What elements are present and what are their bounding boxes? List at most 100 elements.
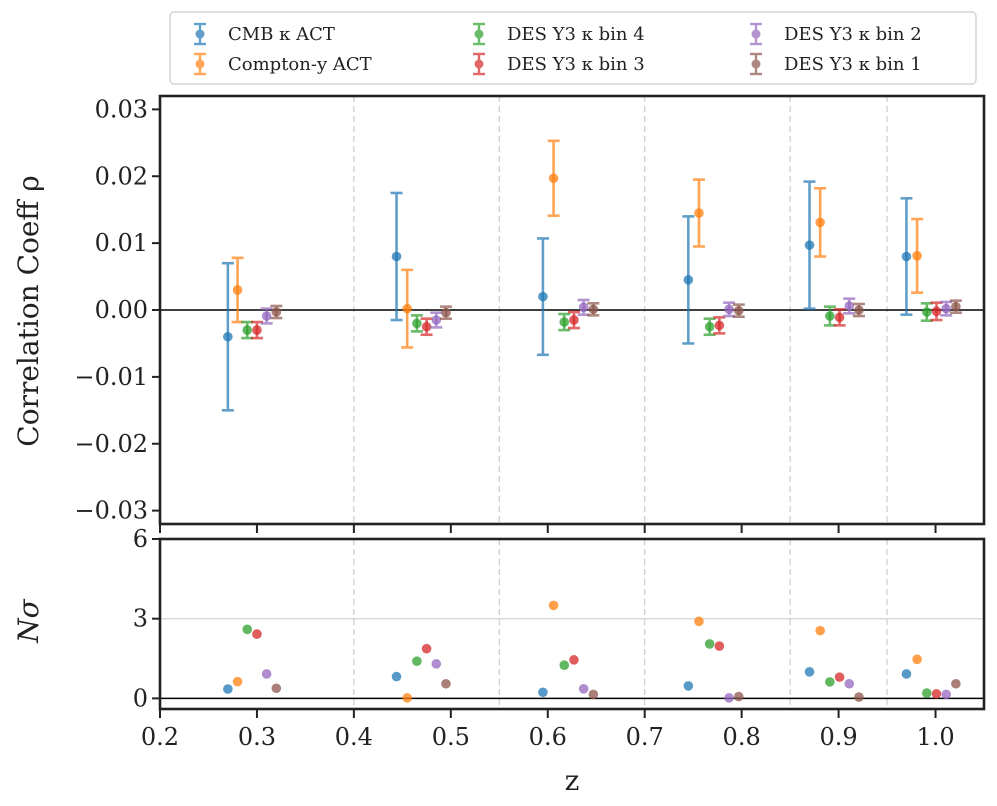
x-tick-label: 0.8 <box>723 723 761 751</box>
legend-dot <box>751 59 761 69</box>
nsigma-point <box>559 660 570 670</box>
data-point <box>402 303 413 314</box>
nsigma-point <box>538 687 548 698</box>
nsigma-point <box>951 678 961 689</box>
legend-dot <box>474 29 484 39</box>
nsigma-point <box>724 693 734 703</box>
data-point <box>704 321 715 332</box>
y-tick-label: 0.02 <box>95 162 148 190</box>
nsigma-point <box>834 672 845 682</box>
nsigma-point <box>391 671 402 682</box>
bottom-y-axis-label: Nσ <box>12 598 45 644</box>
legend-label: DES Y3 κ bin 2 <box>784 24 922 45</box>
legend-marker <box>750 52 762 76</box>
data-point <box>261 311 272 321</box>
legend-marker <box>750 22 762 46</box>
nsigma-point <box>714 641 725 651</box>
data-point <box>733 305 744 316</box>
data-point <box>694 208 704 218</box>
y-tick-label: −0.01 <box>74 363 148 391</box>
data-point <box>941 303 951 314</box>
legend-marker <box>194 22 206 46</box>
nsigma-point <box>931 689 942 699</box>
data-point <box>834 312 845 323</box>
data-point <box>854 305 864 315</box>
legend-dot <box>474 59 484 69</box>
data-point <box>922 307 932 317</box>
data-point <box>559 317 570 327</box>
legend-item: DES Y3 κ bin 1 <box>750 52 922 76</box>
data-point <box>242 325 253 335</box>
nsigma-point <box>271 683 282 694</box>
nsigma-point <box>844 678 855 689</box>
data-point <box>588 304 599 315</box>
legend-label: Compton-y ACT <box>228 54 372 75</box>
nsigma-point <box>431 659 442 669</box>
legend-item: DES Y3 κ bin 3 <box>473 52 645 76</box>
data-point <box>441 307 451 318</box>
data-point <box>421 321 432 332</box>
data-point <box>271 307 282 317</box>
y-tick-label: 6 <box>133 525 148 553</box>
x-tick-label: 0.6 <box>529 723 567 751</box>
legend-label: DES Y3 κ bin 1 <box>784 54 922 75</box>
data-point <box>548 173 559 184</box>
data-point <box>412 318 422 329</box>
bottom-panel-frame <box>158 537 986 711</box>
legend-label: DES Y3 κ bin 4 <box>507 24 645 45</box>
nsigma-point <box>242 624 253 635</box>
x-tick-label: 0.2 <box>141 723 179 751</box>
legend-item: CMB κ ACT <box>194 22 335 46</box>
legend-dot <box>751 29 761 39</box>
legend-dot <box>195 29 205 39</box>
data-point <box>951 301 961 312</box>
nsigma-point <box>223 684 233 694</box>
nsigma-point <box>704 639 715 649</box>
legend-frame <box>169 11 977 85</box>
nsigma-point <box>402 693 413 703</box>
y-tick-label: 0.03 <box>95 95 148 123</box>
nsigma-point <box>441 678 451 689</box>
data-point <box>391 251 402 262</box>
legend-item: Compton-y ACT <box>194 52 372 76</box>
legend-marker <box>473 52 485 76</box>
x-axis-label: z <box>565 764 580 797</box>
legend-label: CMB κ ACT <box>228 24 335 45</box>
data-point <box>815 217 825 228</box>
nsigma-point <box>421 643 432 654</box>
correlation-panel: −0.03 −0.02 −0.01 0.00 0.01 0.02 0.03 <box>74 94 986 526</box>
nsigma-point <box>815 625 825 636</box>
data-point <box>825 311 835 321</box>
nsigma-point <box>854 692 864 702</box>
legend-marker <box>194 52 206 76</box>
nsigma-panel: 0 3 6 <box>133 525 986 712</box>
nsigma-point <box>901 669 912 679</box>
legend-marker <box>473 22 485 46</box>
y-tick-label: −0.02 <box>74 430 148 458</box>
x-tick-label: 0.4 <box>335 723 373 751</box>
nsigma-point <box>412 656 422 666</box>
data-point <box>724 304 734 315</box>
y-tick-label: 3 <box>133 605 148 633</box>
y-tick-label: −0.03 <box>74 497 148 525</box>
x-tick-label: 0.3 <box>238 723 276 751</box>
data-point <box>804 240 815 250</box>
data-point <box>232 285 243 295</box>
data-point <box>223 331 233 342</box>
data-point <box>538 291 548 302</box>
legend-dot <box>195 59 205 69</box>
data-point <box>714 320 725 331</box>
legend: CMB κ ACT Compton-y ACT DES Y3 κ bin 4 DES … <box>169 11 977 85</box>
legend-item: DES Y3 κ bin 2 <box>750 22 922 46</box>
x-tick-label: 0.7 <box>626 723 664 751</box>
legend-label: DES Y3 κ bin 3 <box>507 54 645 75</box>
data-point <box>683 275 694 285</box>
x-tick-label: 1.0 <box>916 723 954 751</box>
nsigma-point <box>912 654 922 665</box>
top-y-axis-label: Correlation Coeff ρ <box>12 175 45 446</box>
legend-item: DES Y3 κ bin 4 <box>473 22 645 46</box>
x-axis: 0.2 0.3 0.4 0.5 0.6 0.7 0.8 0.9 1.0 <box>141 524 955 751</box>
x-tick-label: 0.9 <box>820 723 858 751</box>
y-tick-label: 0 <box>133 684 148 712</box>
nsigma-point <box>683 681 694 691</box>
